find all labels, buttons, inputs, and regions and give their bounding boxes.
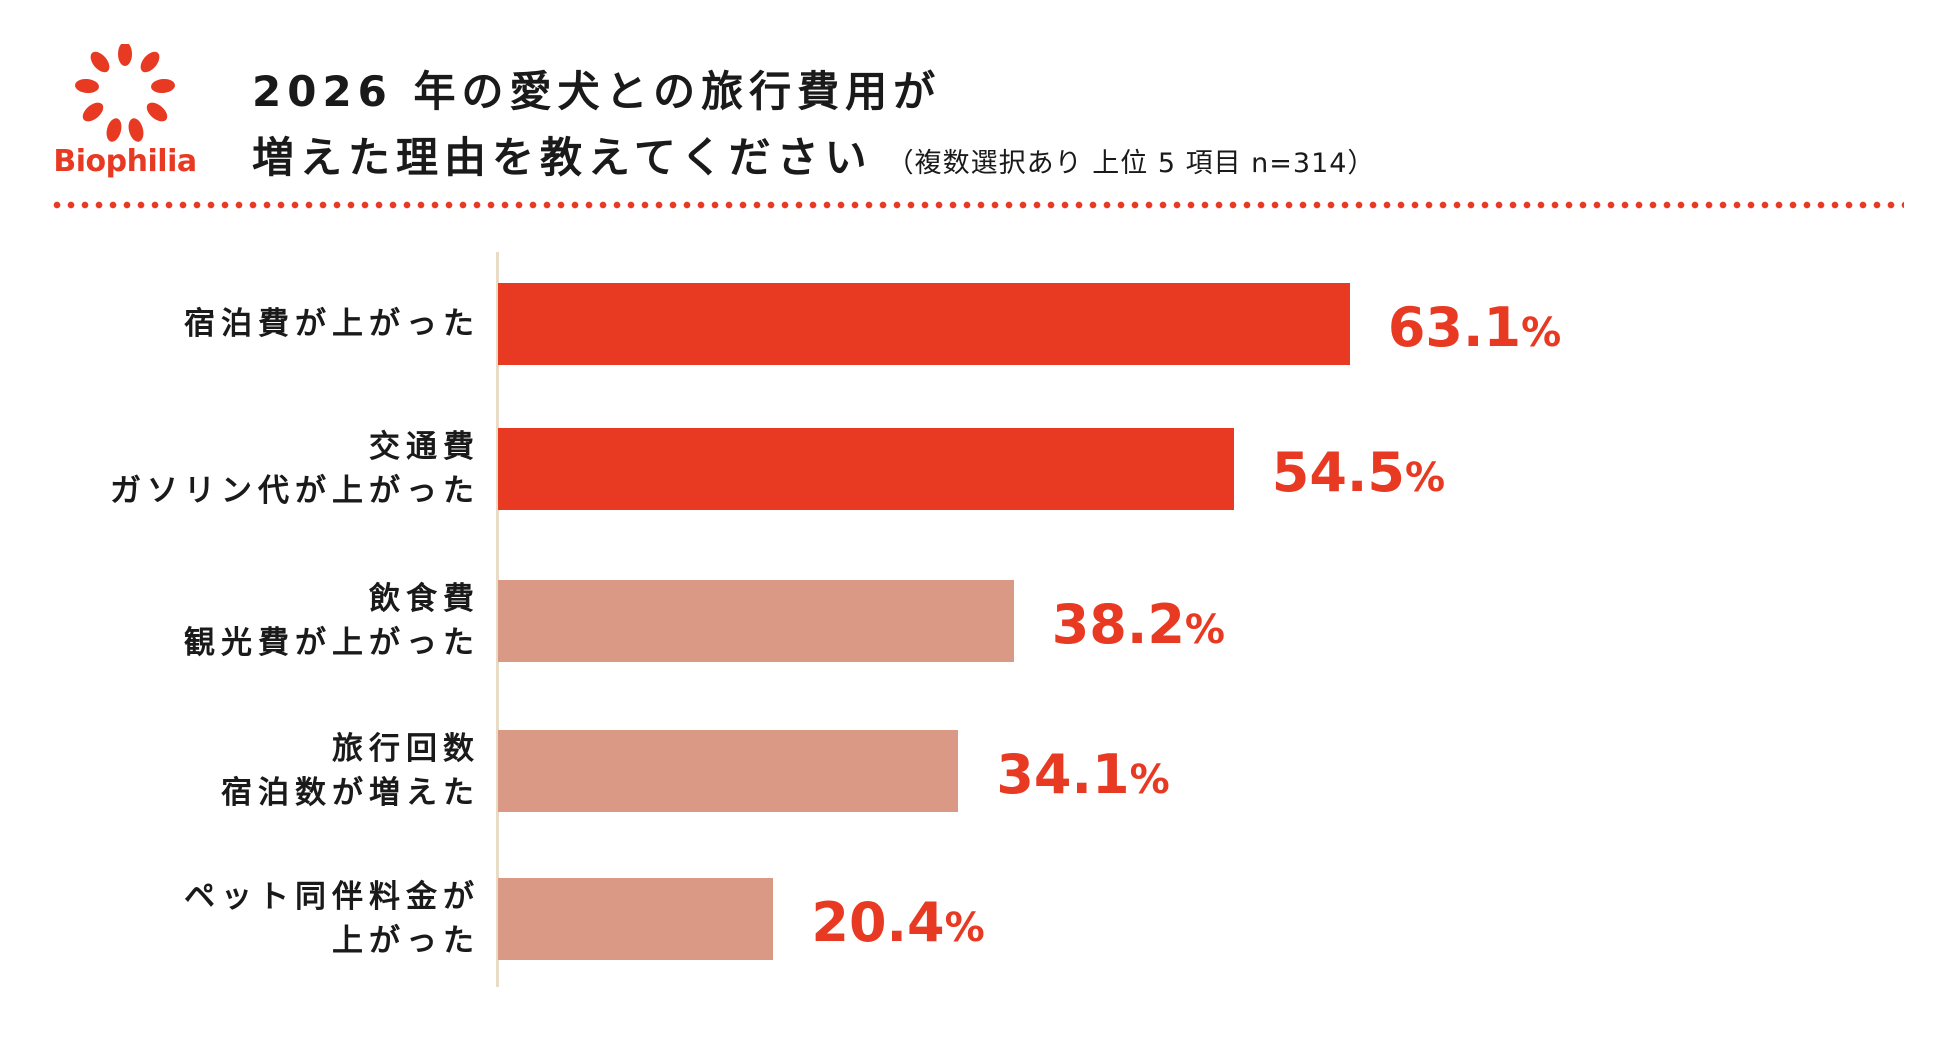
value-label-4: 34.1%: [996, 734, 1169, 816]
bar-3: [498, 580, 1014, 662]
category-label-2: 交通費ガソリン代が上がった: [110, 425, 480, 513]
value-suffix-3: %: [1184, 607, 1225, 653]
category-label-5-line-1: ペット同伴料金が: [184, 879, 480, 915]
value-number-5: 20.4: [811, 891, 945, 954]
value-number-4: 34.1: [996, 743, 1130, 806]
category-label-1: 宿泊費が上がった: [184, 302, 480, 346]
bar-1: [498, 283, 1350, 365]
value-label-1: 63.1%: [1388, 287, 1561, 369]
category-label-1-line-1: 宿泊費が上がった: [184, 306, 480, 342]
category-label-3-line-1: 飲食費: [369, 581, 480, 617]
logo-text: Biophilia: [53, 144, 197, 179]
value-number-1: 63.1: [1387, 296, 1522, 359]
value-label-5: 20.4%: [811, 882, 984, 964]
category-label-4-line-2: 宿泊数が増えた: [221, 775, 480, 811]
value-number-3: 38.2: [1051, 593, 1185, 656]
bar-2: [498, 428, 1234, 510]
category-label-4: 旅行回数宿泊数が増えた: [221, 727, 480, 815]
chart-subtitle: （複数選択あり 上位 5 項目 n=314）: [886, 148, 1376, 179]
category-label-2-line-2: ガソリン代が上がった: [110, 473, 480, 509]
category-label-3-line-2: 観光費が上がった: [184, 625, 480, 661]
wreath-icon: [75, 44, 175, 142]
category-axis-line: [496, 252, 499, 987]
chart-title-line2: 増えた理由を教えてください （複数選択あり 上位 5 項目 n=314）: [252, 124, 1375, 185]
bar-4: [498, 730, 959, 812]
chart-title-line2-text: 増えた理由を教えてください: [252, 133, 873, 182]
value-number-2: 54.5: [1271, 441, 1405, 504]
category-label-2-line-1: 交通費: [369, 429, 480, 465]
value-suffix-2: %: [1404, 455, 1446, 501]
value-suffix-4: %: [1129, 757, 1170, 803]
value-suffix-5: %: [944, 905, 985, 951]
value-suffix-1: %: [1521, 310, 1562, 356]
bar-5: [498, 878, 774, 960]
chart-title-line1: 2026 年の愛犬との旅行費用が: [252, 67, 942, 116]
category-label-5-line-2: 上がった: [332, 923, 480, 959]
value-label-3: 38.2%: [1052, 584, 1225, 666]
category-label-4-line-1: 旅行回数: [332, 731, 480, 767]
value-label-2: 54.5%: [1272, 432, 1445, 514]
dotted-divider: [50, 200, 1904, 210]
category-label-5: ペット同伴料金が上がった: [184, 875, 480, 963]
biophilia-logo: Biophilia: [40, 44, 210, 194]
category-label-3: 飲食費観光費が上がった: [184, 577, 480, 665]
